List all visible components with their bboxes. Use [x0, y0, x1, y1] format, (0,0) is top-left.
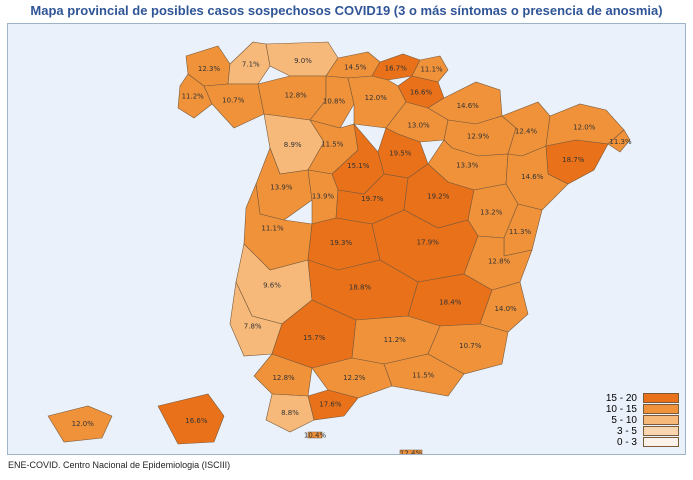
province-label: 10.7% — [459, 342, 482, 350]
legend-entry: 15 - 20 — [587, 392, 679, 404]
province-label: 10.8% — [323, 98, 346, 106]
province-region — [307, 431, 323, 439]
legend-swatch — [643, 426, 679, 436]
province-label: 12.4% — [400, 450, 423, 455]
province-label: 18.8% — [349, 283, 372, 291]
province-label: 12.0% — [365, 94, 388, 102]
province-label: 19.2% — [427, 193, 450, 201]
source-note: ENE-COVID. Centro Nacional de Epidemiolo… — [8, 460, 231, 470]
legend-swatch — [643, 437, 679, 447]
province-label: 15.1% — [347, 162, 370, 170]
province-label: 12.4% — [515, 128, 538, 136]
province-label: 12.3% — [198, 65, 221, 73]
province-label: 12.8% — [488, 257, 511, 265]
legend-entry: 5 - 10 — [587, 414, 679, 426]
legend-entry: 0 - 3 — [587, 436, 679, 448]
province-region — [607, 129, 631, 153]
province-label: 13.3% — [456, 161, 479, 169]
province-label: 7.1% — [242, 61, 260, 69]
province-label: 7.8% — [244, 323, 262, 331]
province-label: 13.2% — [480, 209, 503, 217]
province-label: 8.9% — [284, 141, 302, 149]
province-label: 12.8% — [272, 374, 295, 382]
map-frame: 12.3% 7.1% 9.0% 14.5% 16.7% 11.1% 16.6% 14.6% 11… — [7, 23, 686, 455]
province-label: 11.1% — [420, 65, 443, 73]
province-label: 13.9% — [270, 184, 293, 192]
province-label: 19.5% — [389, 150, 412, 158]
province-label: 11.3% — [509, 228, 532, 236]
legend-label: 15 - 20 — [605, 392, 637, 404]
province-label: 13.9% — [312, 193, 335, 201]
province-label: 10.7% — [222, 97, 245, 105]
province-label: 11.2% — [182, 93, 205, 101]
province-label: 12.8% — [285, 92, 308, 100]
province-region — [399, 449, 423, 454]
province-label: 12.9% — [467, 132, 490, 140]
legend-label: 10 - 15 — [605, 403, 637, 415]
province-label: 12.0% — [573, 124, 596, 132]
legend-entry: 10 - 15 — [587, 403, 679, 415]
province-label: 14.5% — [344, 64, 367, 72]
province-label: 17.6% — [319, 401, 342, 409]
legend-swatch — [643, 415, 679, 425]
province-label: 16.6% — [185, 417, 208, 425]
province-label: 11.3% — [609, 138, 632, 146]
province-label: 8.8% — [281, 409, 299, 417]
province-label: 9.6% — [263, 282, 281, 290]
province-region — [479, 281, 529, 333]
province-label: 18.4% — [439, 299, 462, 307]
province-label: 16.6% — [410, 89, 433, 97]
legend-label: 5 - 10 — [611, 414, 637, 426]
province-label: 13.0% — [407, 121, 430, 129]
province-label: 9.0% — [294, 57, 312, 65]
province-label: 12.0% — [72, 420, 95, 428]
province-region — [383, 353, 465, 397]
legend-entry: 3 - 5 — [587, 425, 679, 437]
province-label: 19.7% — [361, 195, 384, 203]
province-region — [411, 55, 449, 83]
province-label: 11.1% — [261, 225, 284, 233]
legend-label: 3 - 5 — [616, 425, 637, 437]
province-region — [265, 393, 315, 433]
province-label: 11.2% — [384, 336, 407, 344]
province-region — [157, 393, 225, 445]
legend-swatch — [643, 393, 679, 403]
province-label: 14.0% — [494, 305, 517, 313]
province-label: 15.7% — [303, 334, 326, 342]
province-label: 10.4% — [304, 432, 327, 440]
province-label: 18.7% — [562, 156, 585, 164]
legend-label: 0 - 3 — [616, 436, 637, 448]
province-label: 17.9% — [417, 238, 440, 246]
province-label: 11.5% — [412, 371, 435, 379]
province-label: 16.7% — [385, 65, 408, 73]
spain-province-map: 12.3% 7.1% 9.0% 14.5% 16.7% 11.1% 16.6% 14.6% 11… — [47, 41, 632, 455]
province-label: 12.2% — [343, 374, 366, 382]
province-region — [47, 405, 113, 443]
legend-swatch — [643, 404, 679, 414]
province-region — [203, 83, 265, 129]
province-label: 19.3% — [330, 239, 353, 247]
province-label: 14.6% — [457, 102, 480, 110]
map-title: Mapa provincial de posibles casos sospec… — [30, 3, 663, 18]
province-label: 11.5% — [321, 141, 344, 149]
province-label: 14.6% — [521, 173, 544, 181]
